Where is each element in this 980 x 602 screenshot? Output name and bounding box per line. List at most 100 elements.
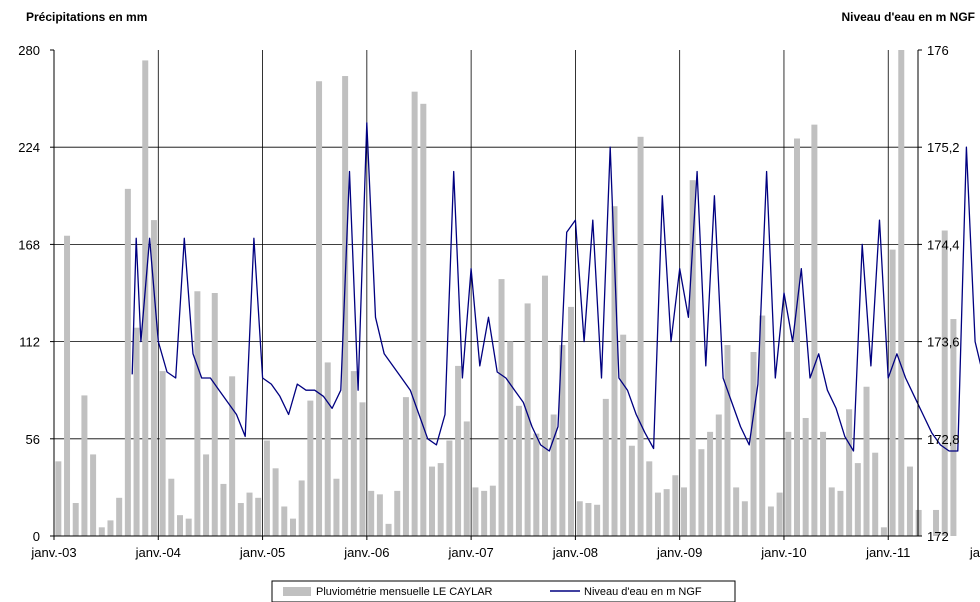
- precip-bar: [472, 487, 479, 536]
- precip-bar: [611, 206, 618, 536]
- x-tick-label: janv.-05: [239, 545, 285, 560]
- precip-bar: [455, 365, 462, 536]
- precip-bar: [672, 475, 679, 536]
- precip-bar: [402, 397, 409, 536]
- precip-bar: [342, 76, 349, 536]
- precip-bar: [628, 445, 635, 536]
- precip-bar: [759, 315, 766, 536]
- precip-bar: [880, 527, 887, 536]
- precip-bar: [785, 431, 792, 536]
- precip-bar: [142, 60, 149, 536]
- precip-bar: [324, 362, 331, 536]
- precip-bar: [898, 50, 905, 536]
- precip-bar: [550, 414, 557, 536]
- legend: Pluviométrie mensuelle LE CAYLAR Niveau …: [271, 580, 736, 602]
- precip-bar: [872, 452, 879, 536]
- precip-bar: [541, 275, 548, 536]
- y-left-tick-label: 56: [26, 432, 40, 447]
- precip-bar: [906, 466, 913, 536]
- precip-bar: [272, 468, 279, 536]
- precip-bar: [159, 371, 166, 536]
- precip-bar: [359, 402, 366, 536]
- precip-bar: [698, 449, 705, 536]
- precip-bar: [429, 466, 436, 536]
- precip-bar: [98, 527, 105, 536]
- precip-bar: [255, 497, 262, 536]
- precip-bar: [194, 291, 201, 536]
- precip-bar: [915, 509, 922, 536]
- precip-bar: [203, 454, 210, 536]
- precip-bar: [298, 480, 305, 536]
- precip-bar: [316, 81, 323, 537]
- precip-bar: [150, 220, 157, 536]
- precip-bar: [420, 103, 427, 536]
- y-left-tick-label: 280: [18, 43, 40, 58]
- precip-bar: [350, 371, 357, 536]
- precip-bar: [376, 494, 383, 536]
- precip-bar: [229, 376, 236, 536]
- precip-bar: [211, 293, 218, 536]
- precip-bar: [854, 463, 861, 536]
- precip-bar: [889, 249, 896, 537]
- precip-bar: [646, 461, 653, 536]
- precip-bar: [837, 490, 844, 536]
- precip-bar: [72, 503, 79, 536]
- precip-bar: [385, 523, 392, 536]
- precip-bar: [498, 279, 505, 536]
- y-right-axis-title: Niveau d'eau en m NGF: [841, 10, 975, 24]
- y-left-axis-title: Précipitations en mm: [26, 10, 147, 24]
- x-tick-label: janv.-04: [135, 545, 181, 560]
- precip-bar: [116, 497, 123, 536]
- precip-bar: [524, 303, 531, 536]
- precip-bar: [663, 489, 670, 536]
- x-tick-label: janv.-06: [343, 545, 389, 560]
- precip-bar: [811, 124, 818, 536]
- y-left-tick-label: 224: [18, 140, 40, 155]
- precip-bar: [715, 414, 722, 536]
- precip-bar: [750, 352, 757, 536]
- precip-bar: [124, 188, 131, 537]
- precip-bar: [933, 509, 940, 536]
- precip-bar: [602, 398, 609, 536]
- water-level-segment: [131, 122, 980, 452]
- precip-bar: [741, 501, 748, 536]
- legend-label-water-level: Niveau d'eau en m NGF: [584, 586, 702, 598]
- precipitation-bars: [55, 50, 957, 537]
- precip-bar: [481, 490, 488, 536]
- legend-box: [271, 580, 736, 602]
- precip-bar: [185, 518, 192, 536]
- precip-bar: [802, 417, 809, 536]
- x-tick-label: janv.-10: [760, 545, 806, 560]
- legend-bar-swatch: [283, 587, 311, 596]
- precip-bar: [368, 490, 375, 536]
- precip-bar: [515, 405, 522, 536]
- precip-bar: [237, 503, 244, 536]
- precip-bar: [168, 478, 175, 536]
- precip-bar: [568, 306, 575, 536]
- precip-bar: [437, 463, 444, 536]
- precip-bar: [950, 319, 957, 536]
- precip-bar: [941, 230, 948, 536]
- precip-bar: [820, 431, 827, 536]
- y-left-tick-label: 168: [18, 237, 40, 252]
- precip-bar: [681, 487, 688, 536]
- precip-bar: [289, 518, 296, 536]
- precip-bar: [863, 386, 870, 536]
- x-tick-label: janv.-12: [969, 545, 980, 560]
- precip-bar: [463, 421, 470, 536]
- y-right-tick-label: 174,4: [927, 237, 960, 252]
- y-right-tick-label: 172,8: [927, 432, 960, 447]
- y-right-tick-label: 173,6: [927, 335, 960, 350]
- x-tick-label: janv.-07: [447, 545, 493, 560]
- x-tick-label: janv.-09: [656, 545, 702, 560]
- precip-bar: [707, 431, 714, 536]
- precip-bar: [107, 520, 114, 536]
- precip-bar: [394, 490, 401, 536]
- precip-bar: [281, 506, 288, 536]
- precip-bar: [733, 487, 740, 536]
- legend-label-precipitation: Pluviométrie mensuelle LE CAYLAR: [316, 586, 493, 598]
- precip-bar: [794, 138, 800, 536]
- precip-bar: [246, 492, 253, 536]
- precip-bar: [767, 506, 774, 536]
